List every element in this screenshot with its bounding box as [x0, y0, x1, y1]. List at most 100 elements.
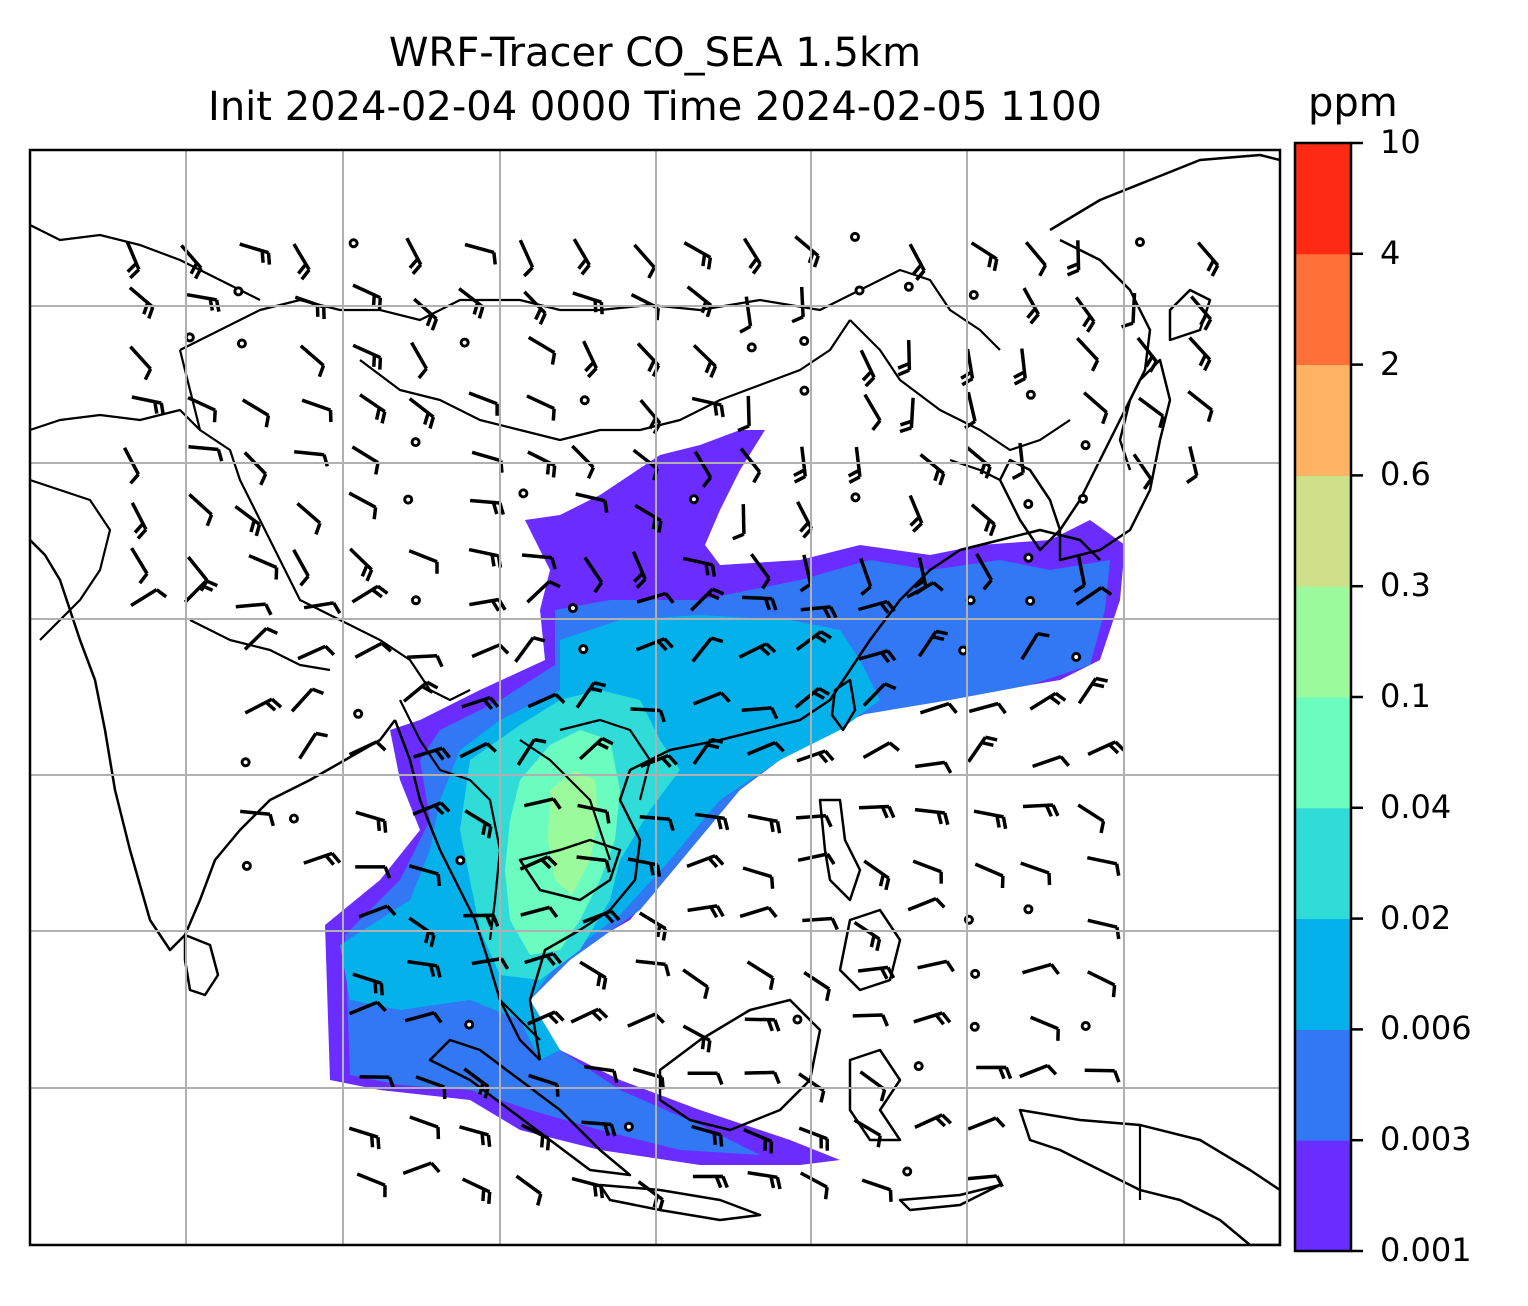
- wind-barb: [583, 556, 604, 594]
- wind-barb: [471, 643, 510, 659]
- wind-barb: [576, 855, 612, 873]
- wind-barb: [188, 445, 224, 462]
- wind-barb: [348, 491, 378, 520]
- luzon: [818, 798, 862, 902]
- wind-barb: [575, 492, 609, 513]
- calm-circle: [965, 595, 976, 606]
- colorbar-segment: [1295, 586, 1351, 698]
- wind-barb: [741, 706, 779, 720]
- wind-barb: [627, 857, 662, 877]
- bay-of-bengal-east-coast: [393, 719, 541, 1061]
- wind-barb: [795, 630, 833, 652]
- wind-barb: [797, 852, 836, 866]
- calm-circle: [792, 1014, 803, 1025]
- wind-barb: [240, 809, 275, 827]
- wind-barb: [520, 905, 559, 919]
- calm-circle: [353, 708, 364, 719]
- colorbar: [1293, 141, 1363, 1253]
- wind-barb: [1087, 918, 1121, 940]
- wind-barb: [796, 749, 835, 764]
- wind-barb: [183, 579, 218, 604]
- calm-circle: [958, 645, 969, 656]
- wind-barb: [1013, 348, 1027, 386]
- wind-barb: [1022, 287, 1040, 325]
- wind-barb: [412, 801, 451, 816]
- wind-barb: [742, 237, 762, 275]
- wind-barb: [468, 547, 503, 568]
- wind-barb: [691, 636, 724, 663]
- wind-barb: [686, 854, 725, 869]
- wind-barb: [292, 243, 311, 281]
- sumatra: [428, 1038, 632, 1177]
- wind-barb: [348, 740, 387, 757]
- wind-barb: [968, 701, 1007, 715]
- wind-barb: [749, 553, 771, 590]
- wind-barb: [405, 237, 423, 275]
- border-pakistan: [30, 478, 112, 641]
- calm-circle: [799, 336, 810, 347]
- wind-barb: [747, 813, 782, 834]
- calm-circle: [969, 1021, 980, 1032]
- wind-barb: [863, 859, 891, 891]
- wind-barb: [743, 1128, 774, 1154]
- wind-barb: [408, 397, 436, 429]
- calm-circle: [1023, 499, 1034, 510]
- calm-circle: [184, 332, 195, 343]
- calm-circle: [403, 494, 414, 505]
- wind-barb: [130, 588, 168, 607]
- colorbar-tick-label: 0.04: [1380, 787, 1452, 826]
- wind-barb: [241, 398, 271, 428]
- colorbar-segment: [1295, 143, 1351, 255]
- wind-barb: [527, 335, 557, 365]
- sri-lanka: [183, 933, 220, 997]
- wind-barb: [348, 547, 374, 582]
- wind-barb: [520, 1123, 551, 1151]
- wind-barb: [859, 1070, 887, 1102]
- wind-barb: [469, 498, 505, 515]
- wind-barb: [408, 916, 436, 948]
- wind-barb: [793, 446, 808, 484]
- sulawesi: [848, 1048, 902, 1142]
- wind-barb: [859, 349, 876, 388]
- wind-barb: [908, 243, 926, 281]
- wind-barb: [732, 504, 746, 541]
- wind-barb: [739, 447, 762, 484]
- wind-barb: [907, 896, 946, 912]
- calm-circle: [518, 488, 529, 499]
- border-china-west: [178, 349, 471, 702]
- wind-barb: [791, 286, 805, 324]
- wind-barbs: [122, 235, 1220, 1212]
- wind-barb: [1087, 740, 1126, 756]
- wind-barb: [355, 810, 388, 833]
- wind-barb: [1189, 295, 1213, 331]
- wind-barb: [239, 242, 272, 265]
- wind-barb: [633, 243, 656, 279]
- calm-circle: [1023, 904, 1034, 915]
- wind-barb: [692, 1174, 729, 1189]
- wind-barb: [243, 626, 279, 651]
- wind-barb: [1022, 803, 1060, 818]
- border-central-asia: [30, 408, 201, 432]
- wind-barb: [1137, 396, 1165, 429]
- wind-barb: [800, 605, 838, 620]
- wind-barb: [862, 682, 897, 707]
- calm-circle: [970, 968, 981, 979]
- wind-barb: [461, 1177, 492, 1205]
- calm-circle: [410, 595, 421, 606]
- wind-barb: [356, 1172, 387, 1198]
- wind-barb: [290, 687, 325, 713]
- wind-barb: [412, 746, 451, 761]
- wind-barb: [461, 695, 500, 711]
- wind-barb: [354, 641, 393, 659]
- wind-barb: [459, 741, 497, 759]
- wind-barb: [1022, 962, 1060, 976]
- wind-barb: [975, 553, 993, 591]
- wind-barb: [402, 1161, 441, 1176]
- colorbar-tick-label: 0.1: [1380, 677, 1431, 715]
- calm-circle: [1077, 493, 1088, 504]
- wind-barb: [1066, 240, 1081, 277]
- wind-barb: [1029, 1015, 1060, 1041]
- calm-circle: [968, 289, 979, 300]
- colorbar-segment: [1295, 1029, 1351, 1141]
